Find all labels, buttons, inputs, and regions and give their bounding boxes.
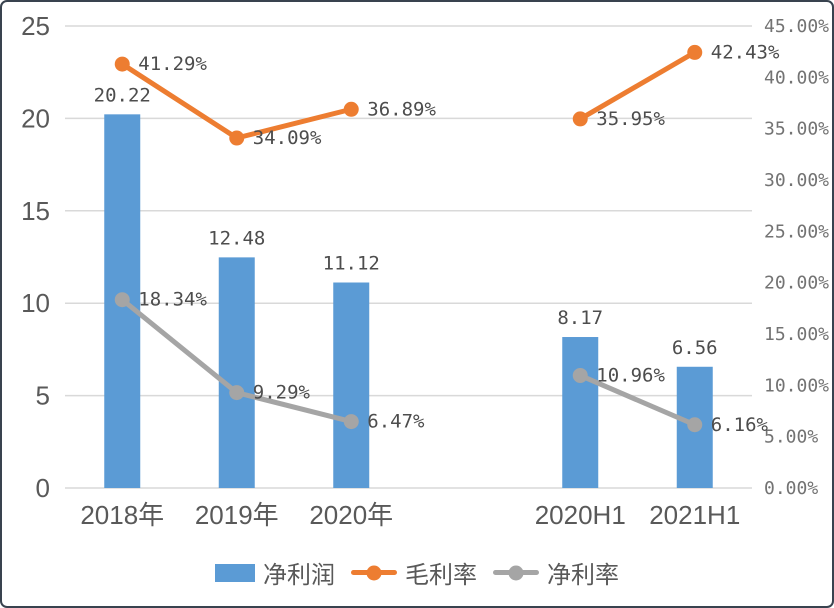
point-percent-label: 36.89% [367, 98, 436, 120]
right-axis-tick-label: 25.00% [764, 221, 829, 242]
x-axis-label: 2019年 [195, 500, 279, 530]
right-axis-tick-label: 0.00% [764, 478, 818, 499]
legend-marker-net-margin-line [493, 565, 539, 580]
right-axis-tick-label: 5.00% [764, 427, 818, 448]
legend-marker-gross-margin-line [351, 565, 397, 580]
bar-value-label: 12.48 [208, 227, 265, 249]
left-axis-tick-label: 10 [21, 288, 50, 318]
x-axis-label: 2020年 [309, 500, 393, 530]
point-percent-label: 9.29% [253, 382, 311, 404]
line-point-净利率-2020H1 [572, 367, 588, 383]
line-净利率 [579, 373, 696, 428]
right-axis-tick-label: 15.00% [764, 324, 829, 345]
legend-marker-net-margin-dot [508, 565, 524, 580]
legend-label-net-margin: 净利率 [547, 562, 619, 589]
bar-2019年 [218, 257, 255, 488]
right-axis-tick-label: 40.00% [764, 67, 829, 88]
point-percent-label: 10.96% [596, 364, 665, 386]
left-axis-tick-label: 15 [21, 196, 50, 226]
line-point-毛利率-2018年 [114, 56, 130, 72]
legend-item-net-margin: 净利率 [493, 555, 619, 590]
left-axis-tick-label: 5 [36, 381, 50, 411]
right-axis-tick-label: 30.00% [764, 170, 829, 191]
point-percent-label: 41.29% [138, 53, 207, 75]
bar-value-label: 6.56 [672, 337, 718, 359]
x-axis-label: 2018年 [80, 500, 164, 530]
line-point-毛利率-2020年 [343, 101, 359, 117]
legend-item-gross-margin: 毛利率 [351, 555, 477, 590]
line-point-净利率-2020年 [343, 414, 359, 430]
line-毛利率 [578, 50, 697, 122]
point-percent-label: 18.34% [138, 289, 207, 311]
right-axis-tick-label: 10.00% [764, 375, 829, 396]
legend-marker-gross-margin-dot [366, 565, 382, 580]
left-axis-tick-label: 20 [21, 103, 50, 133]
line-point-净利率-2019年 [229, 385, 245, 401]
right-axis-tick-label: 20.00% [764, 273, 829, 294]
point-percent-label: 35.95% [596, 108, 665, 130]
line-point-净利率-2021H1 [687, 417, 703, 433]
bar-value-label: 8.17 [557, 307, 603, 329]
point-percent-label: 34.09% [253, 127, 322, 149]
legend-item-net-profit: 净利润 [215, 555, 335, 590]
bar-value-label: 11.12 [323, 253, 380, 275]
legend-label-gross-margin: 毛利率 [405, 562, 477, 589]
line-point-净利率-2018年 [114, 292, 130, 308]
right-axis-tick-label: 35.00% [764, 119, 829, 140]
bar-2020年 [333, 282, 370, 488]
line-point-毛利率-2020H1 [572, 111, 588, 127]
chart-legend: 净利润 毛利率 净利率 [2, 555, 832, 590]
line-point-毛利率-2019年 [229, 130, 245, 146]
legend-marker-net-profit-bar [215, 563, 255, 582]
line-point-毛利率-2021H1 [687, 44, 703, 60]
point-percent-label: 42.43% [711, 41, 780, 63]
point-percent-label: 6.16% [711, 414, 769, 436]
bar-2020H1 [562, 337, 599, 488]
left-axis-tick-label: 0 [36, 473, 50, 503]
x-axis-label: 2021H1 [649, 500, 740, 530]
left-axis-tick-label: 25 [21, 11, 50, 41]
legend-label-net-profit: 净利润 [263, 562, 335, 589]
bar-value-label: 20.22 [94, 84, 151, 106]
right-axis-tick-label: 45.00% [764, 16, 829, 37]
point-percent-label: 6.47% [367, 411, 425, 433]
x-axis-label: 2020H1 [535, 500, 626, 530]
